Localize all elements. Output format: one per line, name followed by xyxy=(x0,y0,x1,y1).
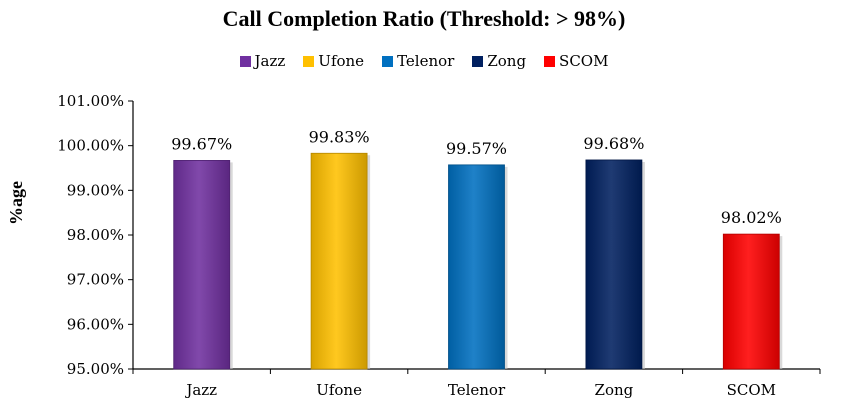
data-label: 98.02% xyxy=(721,208,782,227)
legend-label: Jazz xyxy=(254,52,286,70)
data-label: 99.83% xyxy=(309,127,370,146)
bar-zong xyxy=(585,159,643,370)
y-tick-label: 98.00% xyxy=(67,226,124,244)
legend-item-zong: Zong xyxy=(472,52,526,70)
x-tick-label: Ufone xyxy=(316,381,362,399)
y-tick-label: 97.00% xyxy=(67,271,124,289)
y-tick-label: 95.00% xyxy=(67,360,124,378)
legend: Jazz Ufone Telenor Zong SCOM xyxy=(0,52,848,70)
bar-telenor xyxy=(448,164,505,370)
legend-swatch xyxy=(472,55,484,67)
chart-title: Call Completion Ratio (Threshold: > 98%) xyxy=(222,6,626,31)
bar-jazz xyxy=(173,160,231,370)
data-label: 99.68% xyxy=(583,134,644,153)
data-label: 99.67% xyxy=(171,134,232,153)
legend-label: Zong xyxy=(487,52,527,70)
y-tick-label: 96.00% xyxy=(67,315,124,333)
legend-item-ufone: Ufone xyxy=(303,52,364,70)
legend-item-jazz: Jazz xyxy=(239,52,286,70)
legend-label: Ufone xyxy=(318,52,365,70)
legend-item-scom: SCOM xyxy=(544,52,608,70)
legend-swatch xyxy=(303,55,315,67)
y-tick-label: 100.00% xyxy=(57,137,124,155)
y-tick-label: 101.00% xyxy=(57,92,124,110)
y-tick-label: 99.00% xyxy=(67,181,124,199)
legend-label: SCOM xyxy=(559,52,609,70)
legend-label: Telenor xyxy=(397,52,455,70)
x-tick-label: Telenor xyxy=(448,381,506,399)
x-tick-label: Zong xyxy=(595,381,634,399)
data-label: 99.57% xyxy=(446,139,507,158)
bar-ufone xyxy=(310,152,368,370)
legend-swatch xyxy=(382,55,394,67)
x-tick-label: SCOM xyxy=(727,381,776,399)
legend-swatch xyxy=(239,55,251,67)
legend-item-telenor: Telenor xyxy=(382,52,454,70)
x-tick-label: Jazz xyxy=(184,381,217,399)
legend-swatch xyxy=(544,55,556,67)
bar-scom xyxy=(722,233,780,370)
